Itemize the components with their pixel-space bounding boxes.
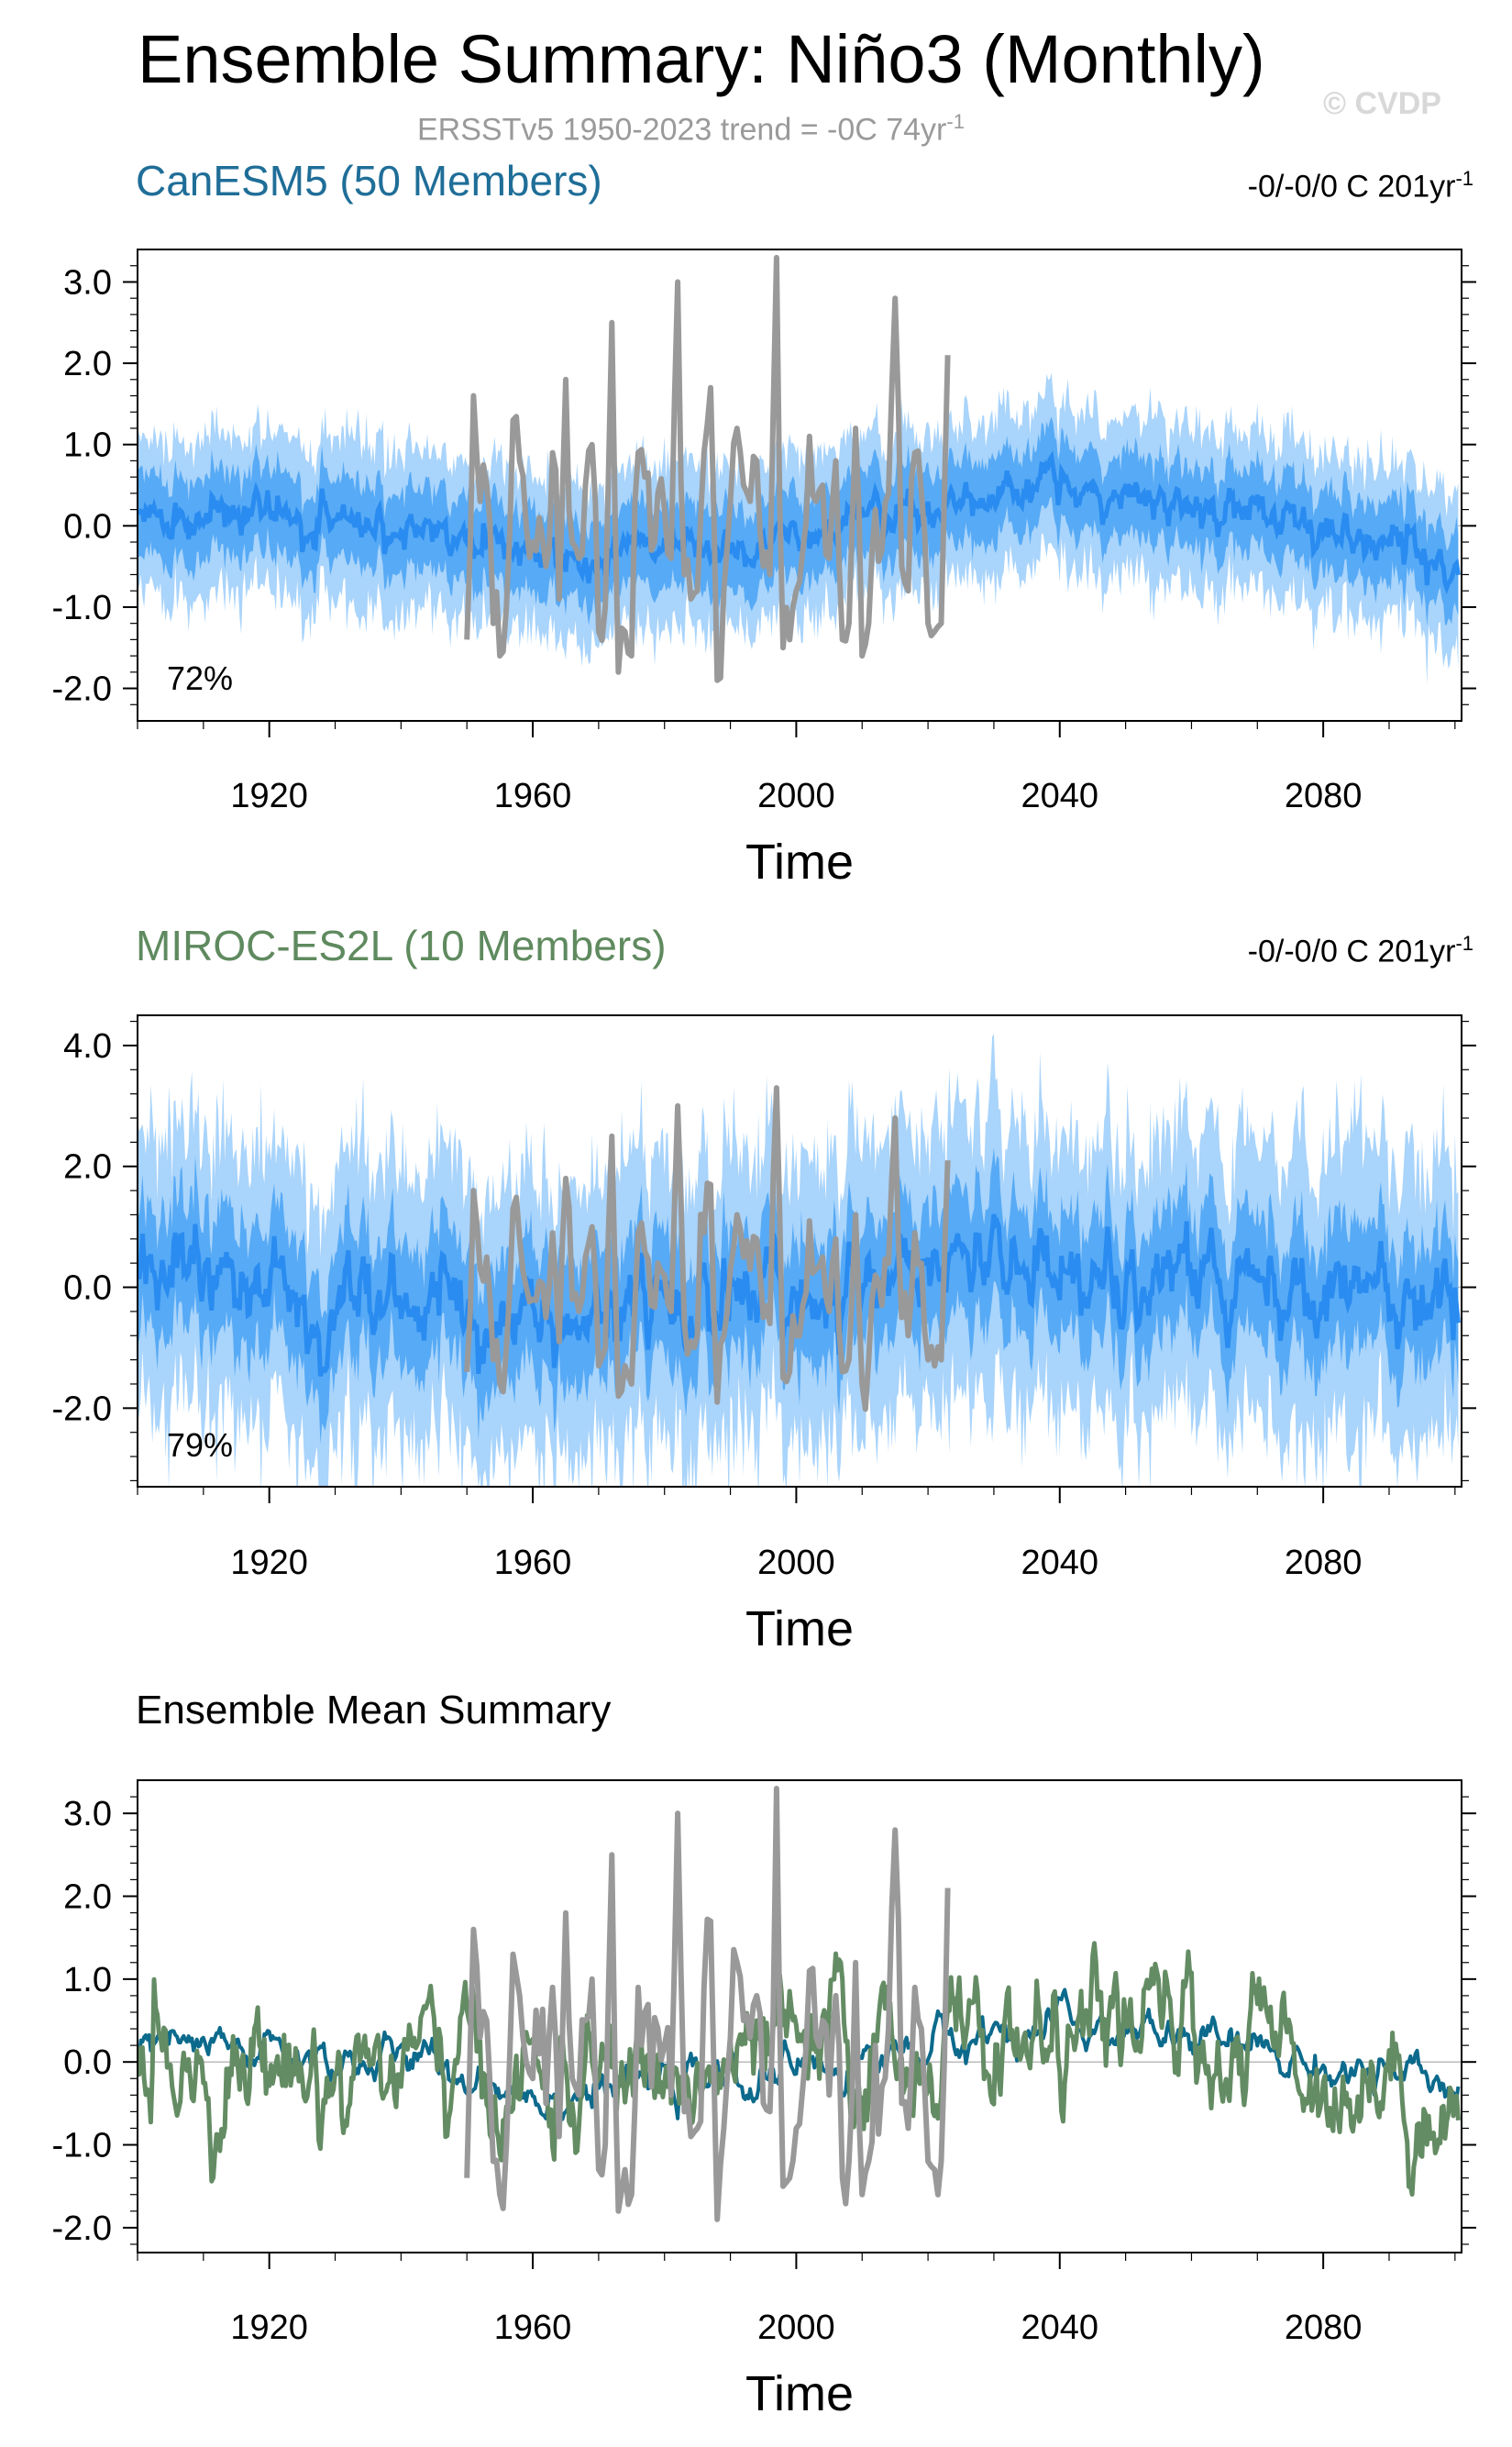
canesm5-xtick-label: 1960 (494, 777, 572, 815)
copyright-label: © CVDP (1323, 86, 1441, 121)
canesm5-plot-area (138, 254, 1462, 685)
canesm5-xtick-label: 2040 (1021, 777, 1098, 815)
miroc-es2l-xtick-label: 2080 (1285, 1544, 1363, 1582)
obs-trend-text: ERSSTv5 1950-2023 trend = -0C 74yr (417, 112, 947, 148)
ensemble-mean-summary-plot-area (138, 1786, 1462, 2222)
canesm5-percent-label: 72% (167, 659, 233, 697)
miroc-es2l-xaxis-title: Time (745, 1601, 854, 1656)
ensemble-mean-summary-ytick-label: 3.0 (63, 1795, 112, 1833)
miroc-trend-text: -0/-0/0 C 201yr (1247, 934, 1456, 969)
miroc-es2l-percent-label: 79% (167, 1426, 233, 1464)
ensemble-mean-summary-xtick-label: 2080 (1285, 2309, 1363, 2347)
ensemble-mean-summary-xtick-label: 1960 (494, 2309, 572, 2347)
miroc-es2l-ytick-label: -2.0 (52, 1390, 112, 1428)
ensemble-mean-summary-plot: -2.0 -1.0 0.0 1.0 2.0 3.0 1920 1960 2000 2040 2080… (52, 1779, 1476, 2421)
obs-trend-exponent: -1 (946, 110, 965, 133)
miroc-es2l-xtick-label: 1920 (230, 1544, 308, 1582)
canesm5-ytick-label: 2.0 (63, 345, 112, 383)
ensemble-mean-summary-xtick-label: 1920 (230, 2309, 308, 2347)
main-title: Ensemble Summary: Niño3 (Monthly) (138, 21, 1265, 97)
miroc-es2l-ytick-label: 0.0 (63, 1269, 112, 1308)
canesm5-ersstv5-line (464, 254, 951, 683)
ensemble-mean-summary-ersstv5-line (464, 1786, 951, 2222)
ensemble-mean-summary-xaxis-title: Time (745, 2366, 854, 2421)
obs-trend-label: ERSSTv5 1950-2023 trend = -0C 74yr-1 (417, 110, 965, 148)
miroc-trend-exponent: -1 (1455, 932, 1473, 955)
ensemble-mean-summary-xtick-label: 2040 (1021, 2309, 1098, 2347)
canesm5-trend-text: -0/-0/0 C 201yr (1247, 169, 1456, 205)
canesm5-ytick-label: -1.0 (52, 589, 112, 627)
canesm5-xaxis-title: Time (745, 835, 854, 890)
miroc-es2l-ytick-label: 2.0 (63, 1148, 112, 1187)
miroc-es2l-ytick-label: 4.0 (63, 1027, 112, 1066)
canesm5-ytick-label: 1.0 (63, 426, 112, 465)
ensemble-mean-summary-ytick-label: 2.0 (63, 1877, 112, 1916)
canesm5-xtick-label: 2000 (757, 777, 835, 815)
ensemble-mean-summary-ytick-label: 1.0 (63, 1961, 112, 1999)
canesm5-ytick-label: -2.0 (52, 670, 112, 709)
canesm5-plot: -2.0 -1.0 0.0 1.0 2.0 3.0 1920 1960 2000 2040 2080… (52, 249, 1476, 890)
canesm5-ytick-label: 3.0 (63, 263, 112, 302)
canesm5-ensemble-mean-line (138, 450, 1461, 595)
miroc-es2l-mean-line (138, 1941, 1461, 2197)
ensemble-mean-summary-ytick-label: 0.0 (63, 2043, 112, 2082)
ensemble-mean-summary-ytick-label: -1.0 (52, 2127, 112, 2165)
miroc-es2l-xtick-label: 1960 (494, 1544, 572, 1582)
canesm5-xtick-label: 2080 (1285, 777, 1363, 815)
ensemble-mean-summary-title: Ensemble Mean Summary (136, 1688, 612, 1733)
miroc-es2l-frame (137, 1014, 1462, 1488)
miroc-es2l-xtick-label: 2000 (757, 1544, 835, 1582)
miroc-es2l-ersstv5-line (464, 1085, 951, 1412)
canesm5-ytick-label: 0.0 (63, 507, 112, 546)
miroc-es2l-plot: -2.0 0.0 2.0 4.0 1920 1960 2000 2040 2080 Time 79% (52, 1014, 1476, 1656)
ensemble-mean-summary-ytick-label: -2.0 (52, 2209, 112, 2248)
miroc-es2l-xtick-label: 2040 (1021, 1544, 1098, 1582)
ensemble-mean-summary-xtick-label: 2000 (757, 2309, 835, 2347)
canesm5-xtick-label: 1920 (230, 777, 308, 815)
miroc-trend-label: -0/-0/0 C 201yr-1 (1248, 932, 1473, 969)
miroc-es2l-plot-area (138, 1034, 1462, 1487)
canesm5-trend-exponent: -1 (1455, 167, 1473, 190)
ensemble-mean-summary-frame (137, 1779, 1462, 2253)
miroc-es2l-ensemble-mean-line (138, 1213, 1461, 1378)
canesm5-frame (137, 249, 1462, 722)
canesm5-panel-title: CanESM5 (50 Members) (136, 157, 602, 205)
canesm5-trend-label: -0/-0/0 C 201yr-1 (1248, 167, 1473, 205)
miroc-panel-title: MIROC-ES2L (10 Members) (136, 922, 667, 969)
